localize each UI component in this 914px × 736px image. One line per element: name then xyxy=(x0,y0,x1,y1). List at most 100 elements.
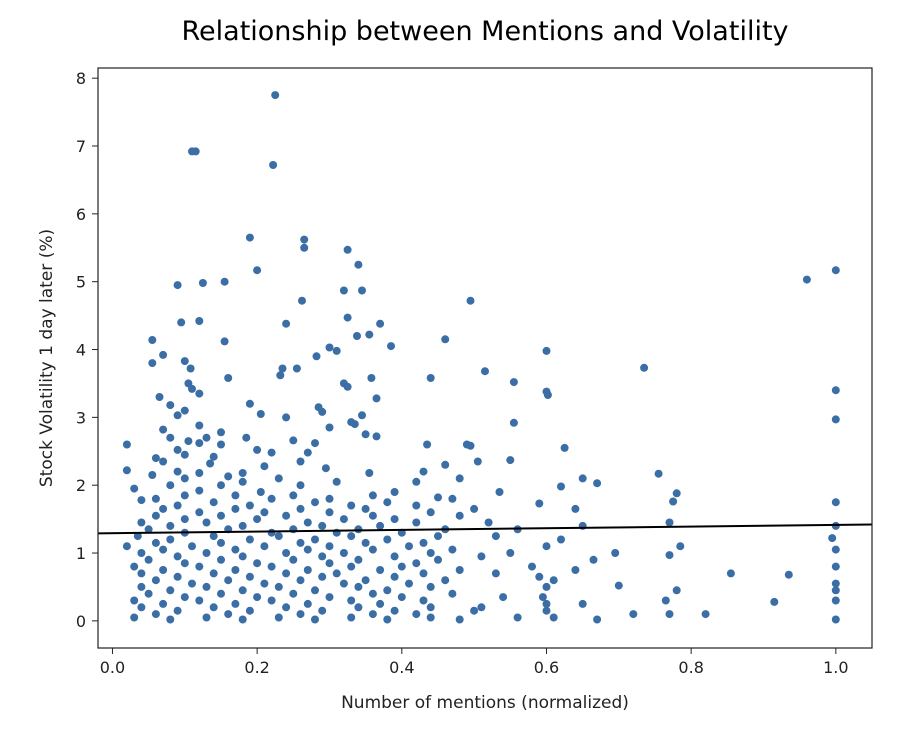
data-point xyxy=(347,562,356,571)
x-tick-label: 1.0 xyxy=(823,658,848,677)
data-point xyxy=(188,384,196,393)
data-point xyxy=(238,586,247,595)
y-tick-label: 7 xyxy=(76,137,86,156)
y-tick-label: 4 xyxy=(76,341,86,360)
data-point xyxy=(238,469,247,477)
data-point xyxy=(253,266,262,275)
data-point xyxy=(217,511,225,520)
data-point xyxy=(209,532,218,541)
data-point xyxy=(390,572,399,581)
data-point xyxy=(188,579,196,588)
data-point xyxy=(282,569,291,578)
data-point xyxy=(195,439,204,448)
data-point xyxy=(173,411,182,420)
y-axis: 0 1 2 3 4 5 6 7 8 xyxy=(76,69,98,631)
data-point xyxy=(148,471,157,479)
data-point xyxy=(578,474,587,483)
data-point xyxy=(238,552,247,561)
data-point xyxy=(231,545,240,554)
data-point xyxy=(267,494,276,503)
data-point xyxy=(376,521,385,530)
data-point xyxy=(509,378,518,387)
data-point xyxy=(831,586,840,595)
data-point xyxy=(358,411,366,420)
data-point xyxy=(173,501,182,510)
data-point xyxy=(376,599,385,608)
data-point xyxy=(148,336,157,344)
data-point xyxy=(571,566,580,574)
data-point xyxy=(318,521,327,530)
data-point xyxy=(245,572,254,581)
data-point xyxy=(130,613,139,622)
data-point xyxy=(665,551,674,560)
data-point xyxy=(242,433,251,442)
data-point xyxy=(155,393,164,401)
data-point xyxy=(220,277,229,286)
data-point xyxy=(560,443,569,452)
data-point xyxy=(296,576,305,585)
data-point xyxy=(528,562,536,571)
y-tick-label: 2 xyxy=(76,476,86,495)
data-point xyxy=(354,260,363,269)
data-point xyxy=(665,610,674,619)
data-point xyxy=(311,586,319,595)
data-point xyxy=(224,610,233,619)
data-point xyxy=(274,532,283,541)
data-point xyxy=(831,545,840,554)
data-point xyxy=(209,452,218,461)
x-tick-label: 0.8 xyxy=(678,658,703,677)
data-point xyxy=(311,498,319,507)
data-point xyxy=(209,603,218,612)
data-point xyxy=(231,599,240,608)
data-point xyxy=(361,538,370,547)
data-point xyxy=(372,394,381,403)
data-point xyxy=(339,286,348,295)
data-point xyxy=(332,346,341,355)
data-point xyxy=(253,559,262,568)
data-point xyxy=(672,489,681,498)
data-point xyxy=(614,581,623,590)
data-point xyxy=(282,319,291,328)
data-point xyxy=(325,494,334,503)
y-tick-label: 3 xyxy=(76,408,86,427)
data-point xyxy=(231,566,240,574)
y-tick-label: 1 xyxy=(76,544,86,563)
data-point xyxy=(122,466,131,475)
data-point xyxy=(159,545,168,554)
data-point xyxy=(629,610,638,619)
data-point xyxy=(491,569,500,578)
data-point xyxy=(202,549,211,557)
data-point xyxy=(253,515,262,524)
data-point xyxy=(130,596,139,605)
data-point xyxy=(224,472,233,481)
data-point xyxy=(831,615,840,624)
data-point xyxy=(332,477,341,486)
data-point xyxy=(419,596,428,605)
data-point xyxy=(256,410,265,418)
data-point xyxy=(419,569,428,578)
data-point xyxy=(260,508,269,517)
data-point xyxy=(343,245,352,254)
x-axis: 0.0 0.2 0.4 0.6 0.8 1.0 xyxy=(100,648,849,677)
data-point xyxy=(173,445,182,454)
data-point xyxy=(593,615,602,624)
data-point xyxy=(611,549,620,557)
data-point xyxy=(491,532,500,541)
data-point xyxy=(477,552,486,561)
data-point xyxy=(276,371,285,380)
data-point xyxy=(676,542,685,551)
data-point xyxy=(267,596,276,605)
data-point xyxy=(144,525,153,534)
data-point xyxy=(542,582,551,591)
data-point xyxy=(513,613,522,622)
data-point xyxy=(311,535,319,544)
data-point xyxy=(195,317,204,325)
data-point xyxy=(831,386,840,395)
data-point xyxy=(640,363,649,372)
data-point xyxy=(354,603,363,612)
data-point xyxy=(159,350,168,359)
data-point xyxy=(231,491,240,500)
data-point xyxy=(195,596,204,605)
y-tick-label: 8 xyxy=(76,69,86,88)
data-point xyxy=(542,542,551,551)
